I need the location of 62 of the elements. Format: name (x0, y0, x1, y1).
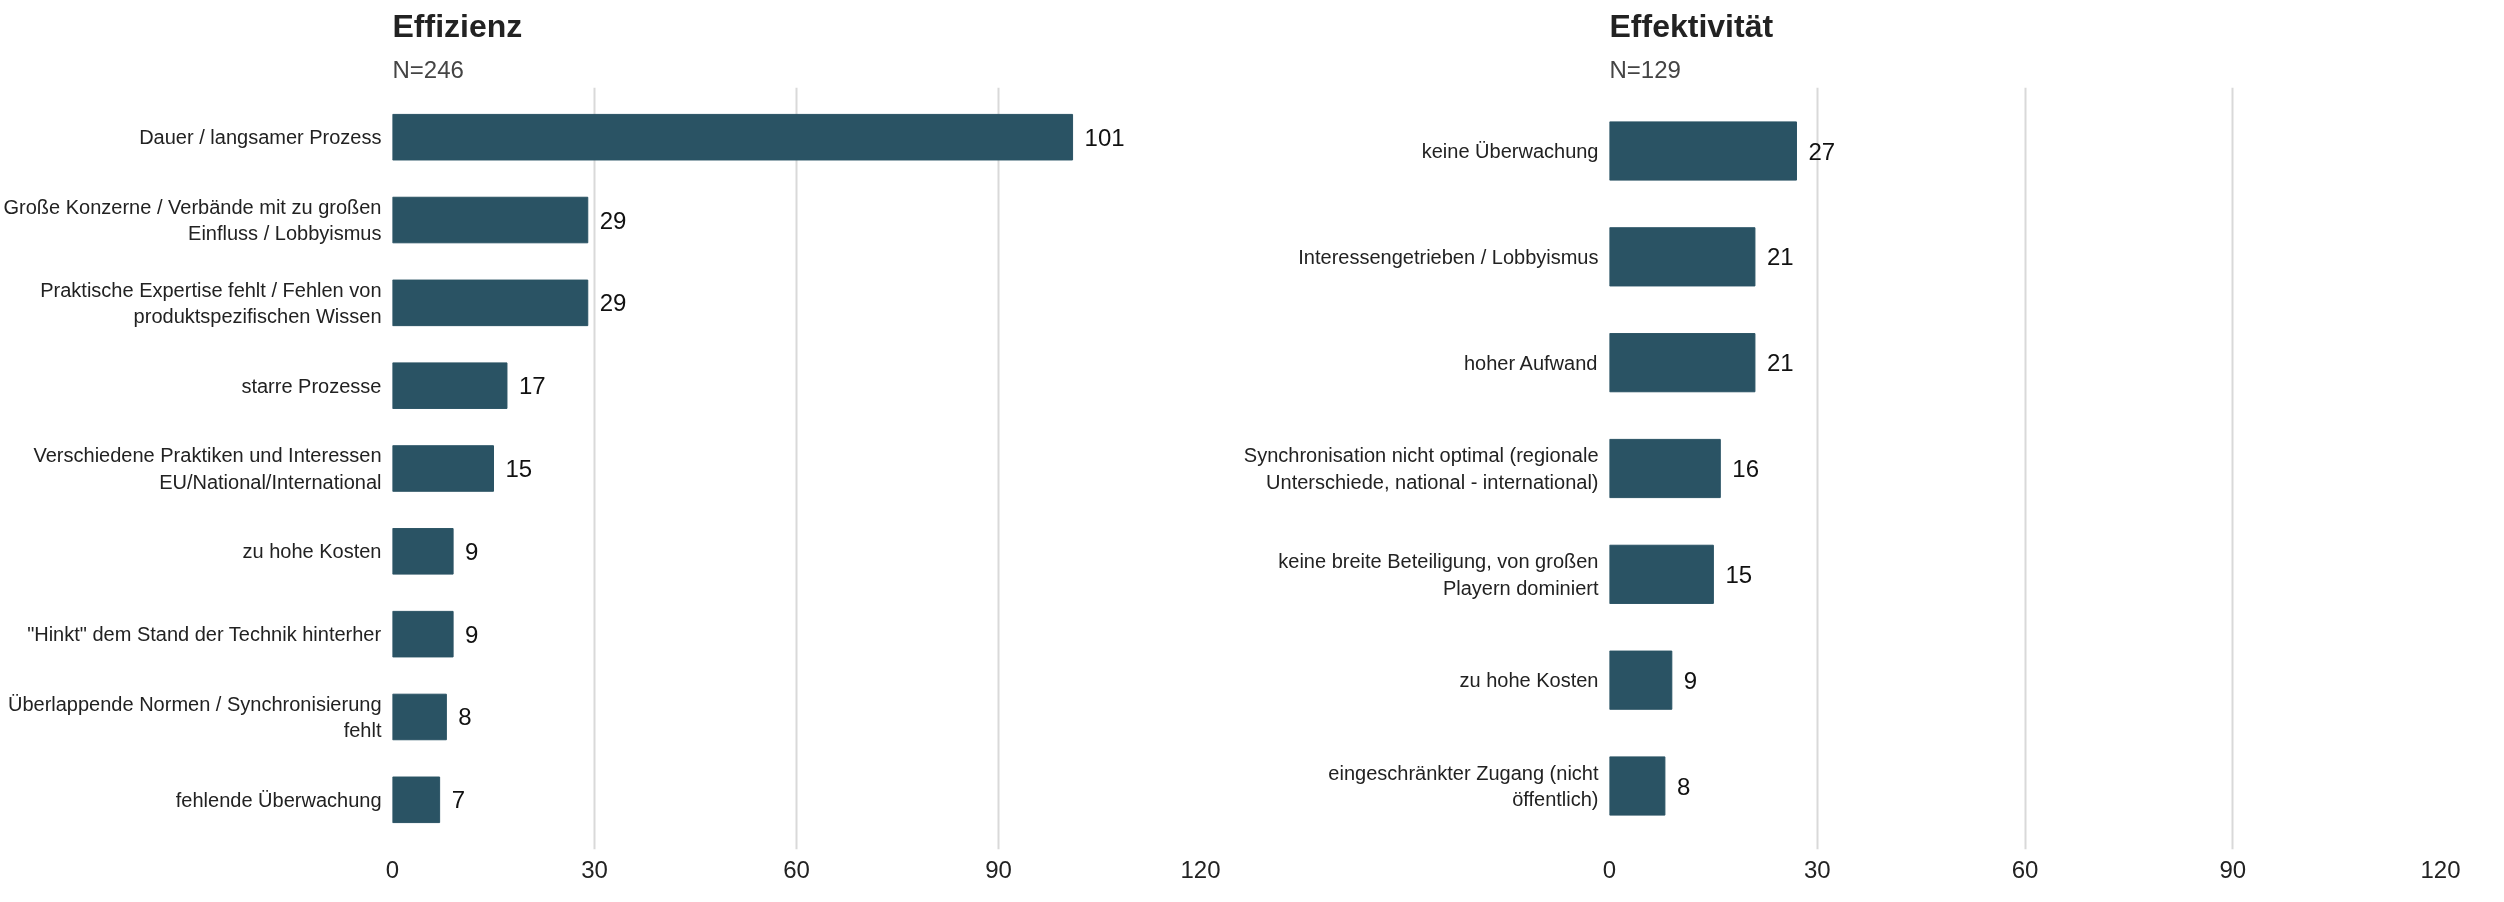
bar (1609, 333, 1756, 393)
bar (392, 776, 441, 824)
chart-title: Effizienz (392, 7, 523, 44)
data-label: 8 (458, 703, 472, 731)
y-tick-label: Praktische Expertise fehlt / Fehlen von produktspezifischen Wissen (40, 278, 382, 328)
x-tick-label: 120 (2420, 855, 2461, 883)
y-tick-label: hoher Aufwand (1463, 351, 1598, 374)
y-tick-label: keine breite Beteiligung, von großen Playern dominiert (1278, 550, 1599, 599)
data-label: 29 (599, 206, 627, 234)
data-label: 8 (1676, 772, 1691, 800)
chart-subtitle: N=246 (392, 55, 464, 83)
data-label: 16 (1732, 455, 1759, 482)
data-label: 21 (1766, 349, 1794, 377)
bar (392, 196, 589, 244)
bar (392, 610, 454, 658)
data-label: 9 (1683, 666, 1698, 694)
data-label: 29 (599, 289, 627, 317)
x-tick-label: 0 (385, 855, 400, 883)
x-tick-label: 30 (1803, 855, 1831, 883)
data-label: 17 (518, 372, 546, 400)
y-tick-label: "Hinkt" dem Stand der Technik hinterher (27, 623, 382, 646)
y-tick-label: zu hohe Kosten (1459, 669, 1599, 692)
bar (1609, 756, 1666, 816)
x-tick-label: 60 (2011, 855, 2039, 883)
y-tick-label: keine Überwachung (1421, 140, 1599, 162)
data-label: 15 (1725, 560, 1753, 588)
y-tick-label: zu hohe Kosten (242, 540, 382, 563)
x-tick-label: 90 (985, 855, 1012, 883)
bar (392, 528, 454, 575)
chart-title: Effektivität (1609, 7, 1774, 44)
x-tick-label: 60 (783, 855, 810, 883)
data-label: 9 (465, 537, 479, 565)
data-label: 27 (1808, 137, 1836, 165)
y-tick-label: fehlende Überwachung (175, 788, 382, 811)
bar (1609, 650, 1673, 710)
x-tick-label: 90 (2219, 855, 2247, 883)
bar (392, 362, 508, 409)
y-tick-label: Synchronisation nicht optimal (regionale Unterschiede, national - international) (1243, 444, 1599, 493)
x-tick-label: 120 (1180, 855, 1221, 883)
data-label: 101 (1084, 123, 1125, 151)
x-tick-label: 30 (581, 855, 608, 883)
data-label: 21 (1766, 243, 1794, 271)
bar (392, 113, 1074, 161)
data-label: 15 (505, 455, 533, 482)
bar (1609, 438, 1721, 499)
chart-subtitle: N=129 (1609, 55, 1681, 83)
y-tick-label: Überlappende Normen / Synchronisierung fehlt (7, 692, 382, 742)
bar (392, 279, 589, 327)
bar (392, 445, 494, 492)
y-tick-label: starre Prozesse (241, 374, 382, 397)
bar (392, 693, 447, 741)
y-tick-label: Große Konzerne / Verbände mit zu großen Einfluss / Lobbyismus (3, 195, 382, 245)
y-tick-label: Dauer / langsamer Prozess (139, 126, 382, 149)
bar (1609, 544, 1714, 604)
x-tick-label: 0 (1602, 855, 1617, 883)
bar (1609, 121, 1797, 181)
data-label: 7 (451, 786, 465, 814)
y-tick-label: Interessengetrieben / Lobbyismus (1298, 245, 1599, 268)
data-label: 9 (465, 620, 479, 648)
bar (1609, 227, 1756, 287)
y-tick-label: eingeschränkter Zugang (nicht öffentlich) (1328, 761, 1599, 811)
y-tick-label: Verschiedene Praktiken und Interessen EU/National/International (33, 444, 382, 493)
